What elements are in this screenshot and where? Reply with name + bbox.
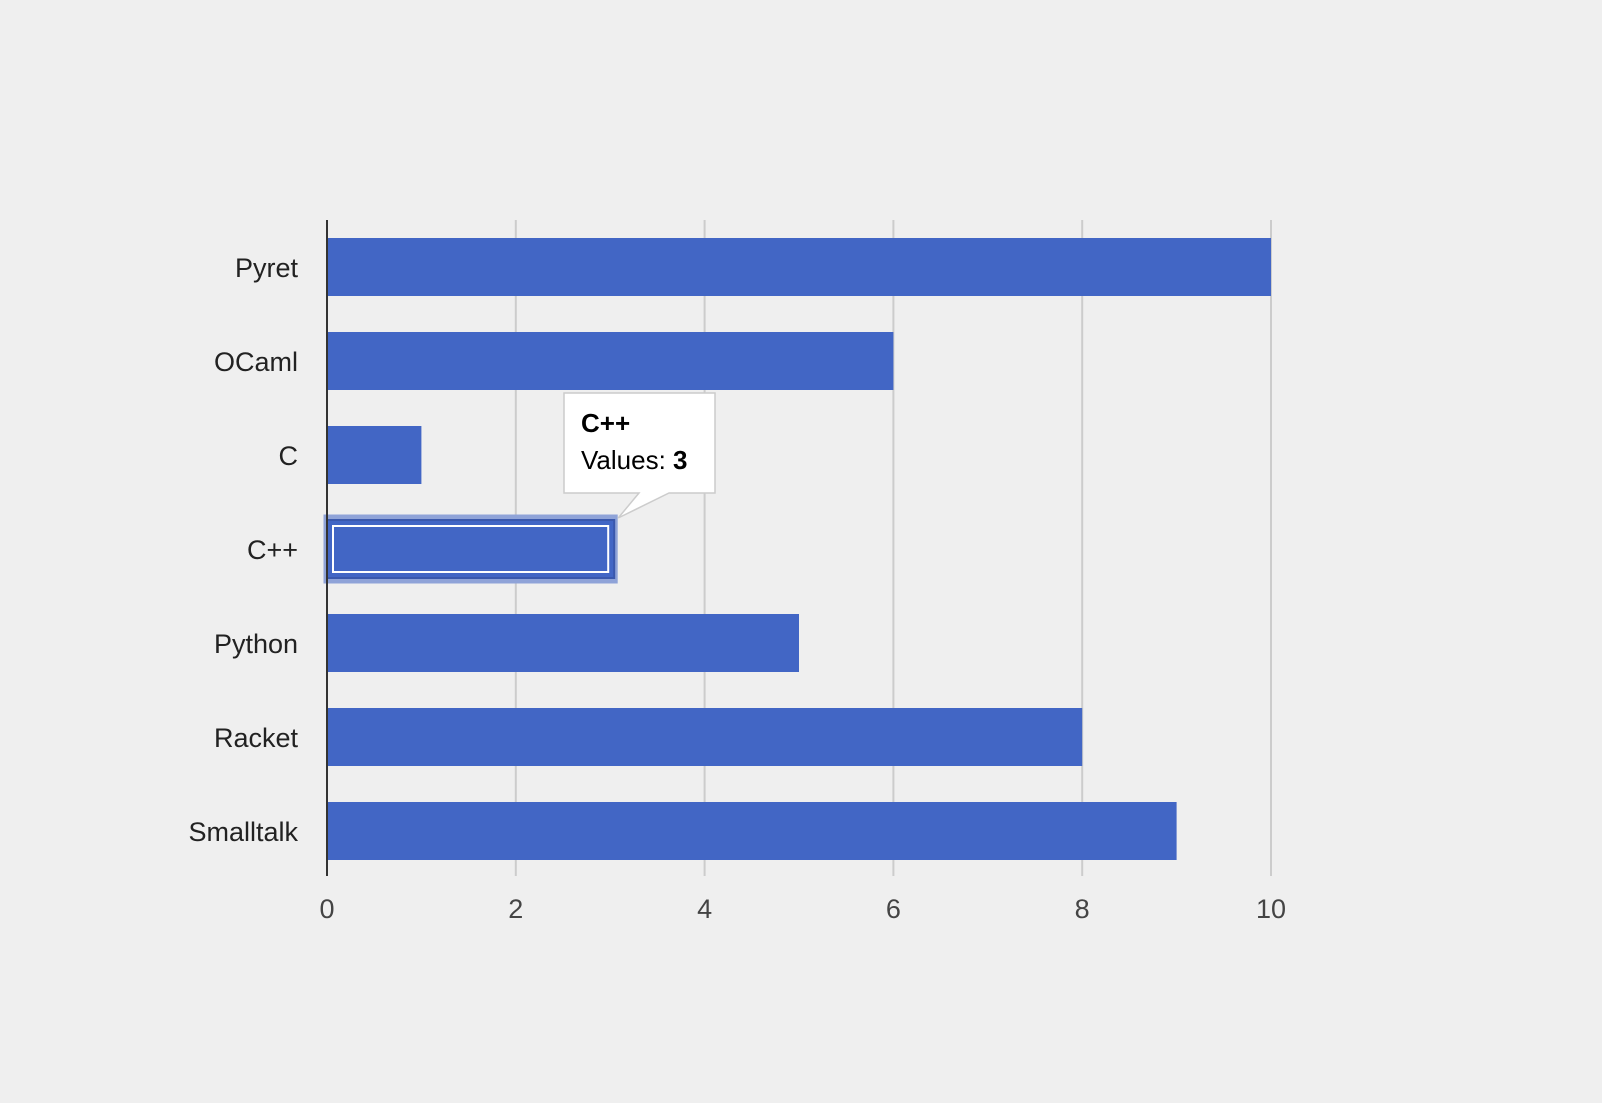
bar-cpp <box>326 519 616 579</box>
bar-racket <box>327 708 1083 766</box>
x-tick-label-4: 4 <box>697 894 712 924</box>
x-tick-label-2: 2 <box>508 894 523 924</box>
y-category-label-smalltalk: Smalltalk <box>188 817 298 847</box>
x-tick-label-10: 10 <box>1256 894 1286 924</box>
bars <box>323 238 1271 860</box>
bar-inner-border-cpp <box>332 525 610 573</box>
y-category-label-c: C <box>279 441 299 471</box>
tooltip: C++ Values: 3 <box>563 392 716 519</box>
bar-python <box>327 614 799 672</box>
x-tick-label-0: 0 <box>319 894 334 924</box>
y-category-label-racket: Racket <box>214 723 299 753</box>
bar-pyret <box>327 238 1271 296</box>
x-tick-label-6: 6 <box>886 894 901 924</box>
bar-ocaml <box>327 332 894 390</box>
tooltip-value: 3 <box>673 445 687 475</box>
labels: 0 2 4 6 8 10 Pyret OCaml C C++ Python Racket Smallta… <box>188 253 1286 924</box>
y-category-label-cpp: C++ <box>247 535 298 565</box>
tooltip-title: C++ <box>581 408 630 438</box>
tooltip-label: Values: <box>581 445 673 475</box>
y-category-label-pyret: Pyret <box>235 253 299 283</box>
bar-smalltalk <box>327 802 1177 860</box>
tooltip-box <box>563 392 716 519</box>
gridlines <box>514 220 1272 876</box>
y-category-label-ocaml: OCaml <box>214 347 298 377</box>
y-category-label-python: Python <box>214 629 298 659</box>
bar-c <box>327 426 422 484</box>
tooltip-body: Values: 3 <box>581 445 687 475</box>
x-tick-label-8: 8 <box>1075 894 1090 924</box>
